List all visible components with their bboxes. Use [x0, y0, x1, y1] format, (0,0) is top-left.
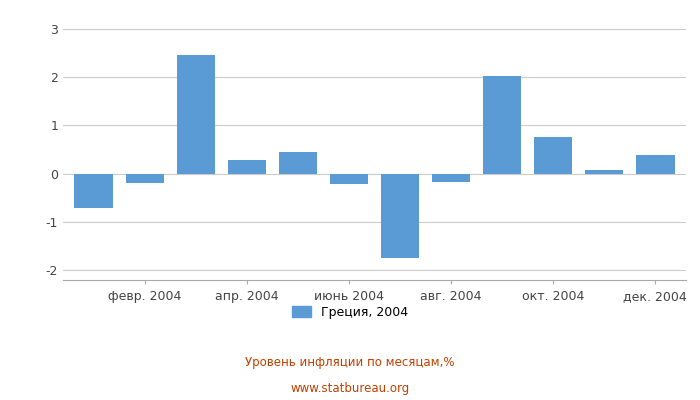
Bar: [483, 76, 522, 174]
Bar: [279, 152, 317, 174]
Bar: [534, 137, 573, 174]
Bar: [228, 160, 266, 174]
Bar: [74, 174, 113, 208]
Bar: [125, 174, 164, 183]
Bar: [585, 170, 624, 174]
Bar: [432, 174, 470, 182]
Legend: Греция, 2004: Греция, 2004: [287, 301, 413, 324]
Bar: [381, 174, 419, 258]
Bar: [176, 55, 215, 174]
Text: Уровень инфляции по месяцам,%: Уровень инфляции по месяцам,%: [245, 356, 455, 369]
Text: www.statbureau.org: www.statbureau.org: [290, 382, 410, 395]
Bar: [636, 155, 675, 174]
Bar: [330, 174, 368, 184]
